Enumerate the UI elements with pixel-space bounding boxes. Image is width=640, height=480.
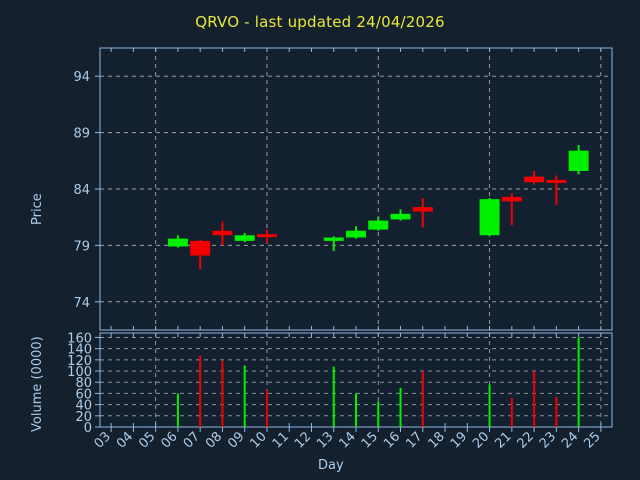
x-tick-label: 04 [114,429,136,451]
candle-10 [256,229,277,244]
price-tick-label: 84 [73,183,90,198]
candle-body [346,230,366,238]
candle-body [390,213,411,220]
candle-07 [190,239,211,270]
x-tick-label: 05 [136,429,158,451]
candle-17 [412,198,433,228]
candle-08 [212,221,233,246]
candle-14 [346,226,366,239]
x-tick-label: 16 [381,429,403,451]
candle-body [568,150,589,171]
x-tick-label: 03 [92,429,114,451]
x-tick-label: 09 [225,429,247,451]
x-tick-label: 23 [537,429,559,451]
candle-body [323,237,344,241]
candle-body [190,240,211,256]
x-tick-label: 18 [426,429,448,451]
x-tick-label: 13 [314,429,336,451]
volume-tick-label: 160 [67,331,92,346]
volume-tick-label: 40 [75,399,92,414]
candle-06 [167,235,188,248]
candle-body [546,179,567,183]
candle-body [234,235,255,241]
candle-16 [390,209,411,221]
x-tick-label: 20 [470,429,492,451]
x-axis: 03 04 05 06 07 08 09 10 11 12 13 14 15 16 17 18 19 20 21 22… [92,427,604,452]
x-tick-label: 07 [181,429,203,451]
volume-tick-label: 60 [75,387,92,402]
candle-body [256,234,277,238]
candle-23 [546,175,567,205]
x-tick-label: 14 [337,429,359,451]
x-tick-label: 08 [203,429,225,451]
candle-13 [323,236,344,252]
price-tick-label: 74 [73,296,90,311]
candle-24 [568,145,589,175]
x-tick-label: 19 [448,429,470,451]
x-tick-label: 11 [270,429,292,451]
candle-body [501,196,522,202]
x-tick-label: 15 [359,429,381,451]
chart-title: QRVO - last updated 24/04/2026 [195,13,445,31]
x-axis-label: Day [318,458,344,473]
volume-tick-label: 120 [67,354,92,369]
candle-body [524,176,545,183]
price-tick-label: 89 [73,127,90,142]
x-tick-label: 22 [515,429,537,451]
x-tick-label: 10 [247,429,269,451]
candle-body [167,238,188,247]
volume-tick-label: 140 [67,343,92,358]
candle-body [412,207,433,212]
candle-body [479,199,500,236]
x-tick-label: 12 [292,429,314,451]
volume-tick-label: 0 [84,421,92,436]
candle-body [212,230,233,236]
price-tick-label: 94 [73,70,90,85]
candle-20 [479,198,500,237]
x-tick-label: 06 [158,429,180,451]
x-tick-label: 25 [581,429,603,451]
candle-21 [501,193,522,226]
candle-09 [234,232,255,243]
x-tick-label: 21 [492,429,514,451]
volume-tick-label: 80 [75,376,92,391]
price-panel: 94 89 84 79 74 [73,47,613,331]
candle-15 [368,217,389,231]
x-tick-label: 17 [403,429,425,451]
x-tick-label: 24 [559,429,581,451]
candle-body [368,220,389,230]
price-tick-label: 79 [73,239,90,254]
candle-22 [524,170,545,185]
volume-tick-label: 100 [67,365,92,380]
volume-tick-label: 20 [75,410,92,425]
